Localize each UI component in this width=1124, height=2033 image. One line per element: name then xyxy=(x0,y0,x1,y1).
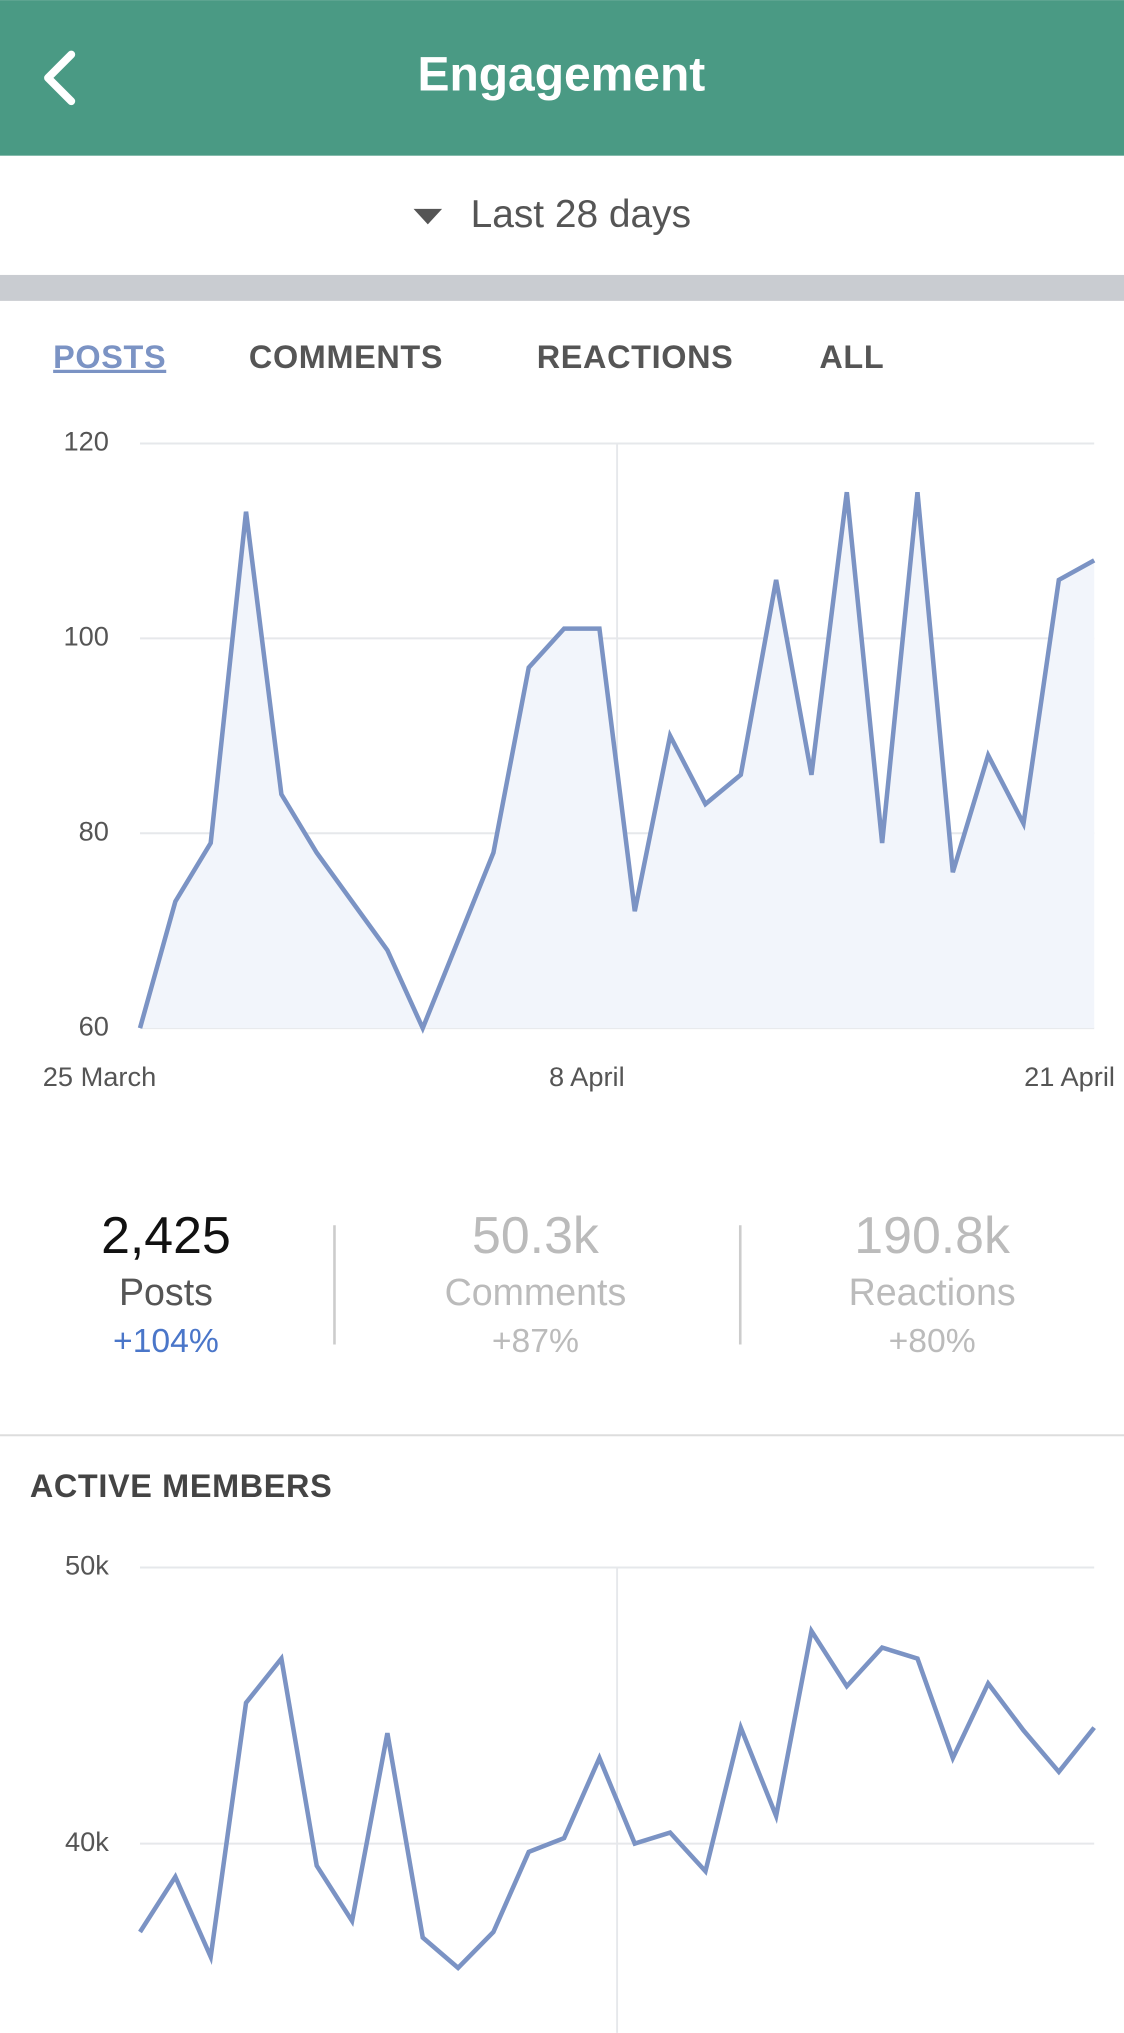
stat-change: +104% xyxy=(113,1322,219,1360)
stat-label: Posts xyxy=(119,1271,213,1313)
stat-value[interactable]: 190.8k xyxy=(854,1206,1010,1264)
x-tick-label: 8 April xyxy=(549,1061,625,1092)
stat-change: +80% xyxy=(889,1322,976,1360)
stat-change: +87% xyxy=(492,1322,579,1360)
date-range[interactable]: Last 28 days xyxy=(471,193,691,236)
app-bar xyxy=(0,0,1124,156)
back-button[interactable] xyxy=(44,50,76,106)
tab[interactable]: REACTIONS xyxy=(537,339,734,375)
line xyxy=(138,1624,1096,1971)
stat-value[interactable]: 50.3k xyxy=(472,1206,599,1264)
line xyxy=(137,491,1096,1034)
tab[interactable]: ALL xyxy=(819,339,884,375)
dropdown-arrow[interactable] xyxy=(413,208,443,225)
stat-value: 2,425 xyxy=(101,1206,231,1264)
area xyxy=(140,492,1095,1029)
stat-label: Reactions xyxy=(849,1271,1016,1313)
divider xyxy=(0,274,1124,301)
section-title: ACTIVE MEMBERS xyxy=(30,1468,333,1504)
y-tick-label: 40k xyxy=(65,1826,109,1857)
tab[interactable]: POSTS xyxy=(53,339,166,375)
y-tick-label: 60 xyxy=(79,1010,109,1041)
x-tick-label: 25 March xyxy=(43,1061,156,1092)
stat-label: Comments xyxy=(445,1271,627,1313)
y-tick-label: 120 xyxy=(63,426,108,457)
x-tick-label: 21 April xyxy=(1024,1061,1115,1092)
page-title: Engagement xyxy=(417,49,705,102)
y-tick-label: 80 xyxy=(79,815,109,846)
tab[interactable]: COMMENTS xyxy=(249,339,443,375)
y-tick-label: 100 xyxy=(63,621,108,652)
y-tick-label: 50k xyxy=(65,1550,109,1581)
